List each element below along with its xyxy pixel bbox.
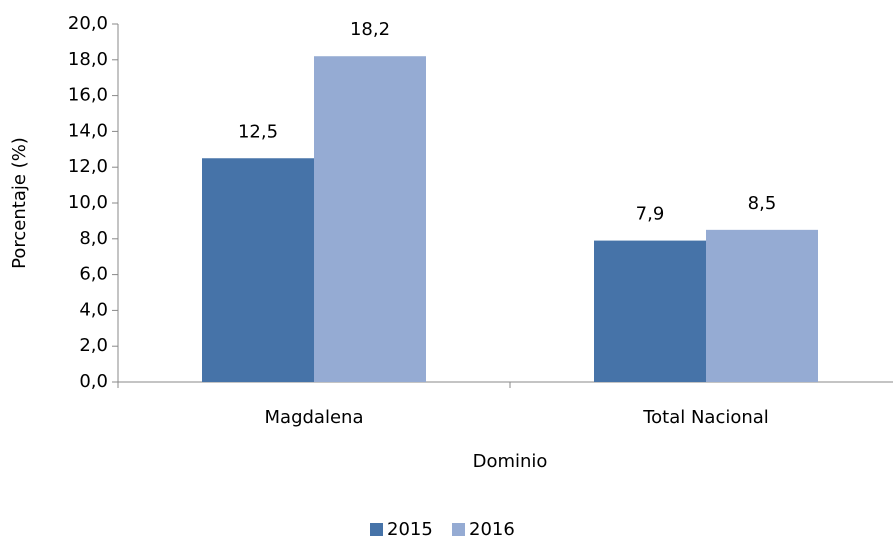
legend-label: 2015 [387,519,433,540]
y-tick-label: 20,0 [68,13,108,34]
y-tick-label: 16,0 [68,85,108,106]
y-tick-label: 6,0 [79,264,108,285]
bar [202,158,314,382]
x-axis-label: Dominio [473,451,548,472]
y-tick-label: 0,0 [79,371,108,392]
y-tick-label: 14,0 [68,120,108,141]
y-tick-label: 12,0 [68,156,108,177]
y-axis-label: Porcentaje (%) [9,137,30,269]
y-tick-label: 8,0 [79,228,108,249]
value-label: 18,2 [350,19,390,40]
legend-label: 2016 [469,519,515,540]
y-tick-label: 10,0 [68,192,108,213]
bar [706,229,818,382]
value-label: 8,5 [748,193,777,214]
value-label: 12,5 [238,121,278,142]
legend-swatch [452,523,465,536]
y-tick-label: 4,0 [79,299,108,320]
x-tick-label: Magdalena [265,407,364,428]
y-tick-label: 2,0 [79,335,108,356]
legend-swatch [370,523,383,536]
y-tick-label: 18,0 [68,49,108,70]
x-tick-label: Total Nacional [642,407,769,428]
value-label: 7,9 [636,204,665,225]
bar [594,240,706,382]
bar [314,56,426,382]
